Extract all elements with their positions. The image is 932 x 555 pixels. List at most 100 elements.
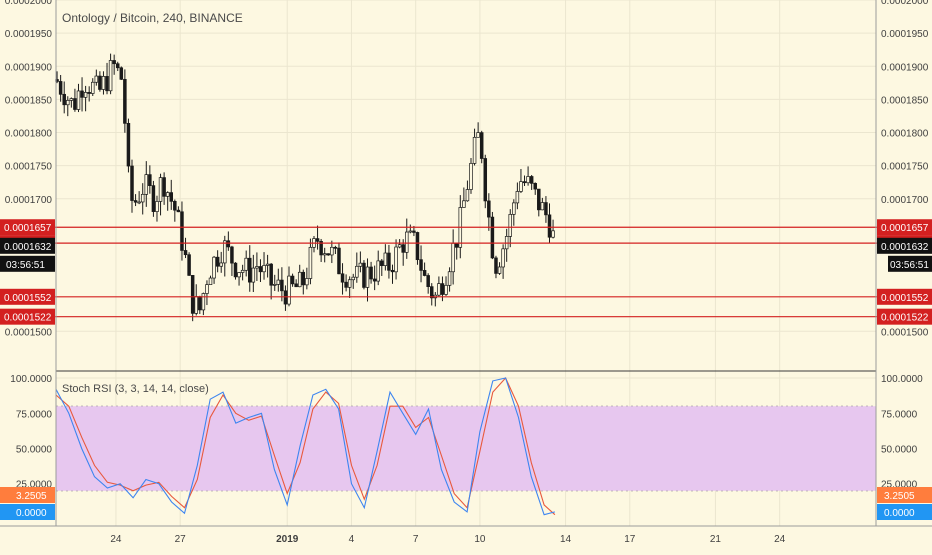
candle-body (512, 202, 516, 215)
candle-body (330, 246, 334, 256)
candle-body (144, 174, 149, 195)
level-tag-right (877, 219, 932, 236)
candle-body (155, 201, 159, 212)
candle-body (476, 132, 480, 138)
price-tick-label-left: 0.0001750 (5, 162, 53, 173)
candle-body (472, 136, 477, 164)
last-price-tag-right-text: 0.0001632 (881, 242, 929, 253)
candle-body (251, 267, 256, 283)
candle-body (187, 254, 191, 276)
candle-body (265, 263, 270, 266)
candle-body (255, 266, 259, 269)
candle-body (401, 244, 405, 253)
price-tick-label-right: 0.0001900 (881, 62, 929, 73)
rsi-tick-label-right: 25.0000 (881, 480, 918, 491)
candle-body (190, 275, 195, 314)
rsi-value-tag-left (0, 504, 55, 520)
candle-body (355, 265, 359, 278)
level-tag-left-text: 0.0001522 (4, 313, 52, 324)
price-tick-label-left: 0.0001900 (5, 62, 53, 73)
candle-body (83, 92, 88, 98)
candle-body (290, 275, 295, 285)
candle-body (301, 271, 306, 286)
candle-body (508, 214, 512, 237)
candle-body (233, 262, 238, 278)
price-tick-label-right: 0.0001950 (881, 29, 929, 40)
candle-body (158, 177, 163, 202)
price-tick-label-right: 0.0001800 (881, 129, 929, 140)
candle-body (105, 76, 109, 92)
price-tick-label-right: 0.0001850 (881, 95, 929, 106)
candle-body (280, 279, 284, 292)
candle-body (169, 192, 174, 202)
candle-body (515, 191, 520, 204)
level-tag-right-text: 0.0001552 (881, 293, 929, 304)
time-tick-label: 24 (110, 534, 122, 545)
level-tag-right-text: 0.0001522 (881, 313, 929, 324)
rsi-tick-label-left: 25.0000 (16, 480, 53, 491)
candle-body (483, 158, 488, 202)
level-tag-left-text: 0.0001552 (4, 293, 52, 304)
candle-body (454, 243, 459, 248)
candle-body (183, 250, 188, 256)
candle-body (429, 286, 434, 299)
level-tag-right (877, 288, 932, 305)
candle-body (87, 92, 91, 94)
candle-body (244, 257, 248, 271)
candle-body (73, 98, 77, 110)
rsi-value-tag-left-text: 0.0000 (16, 508, 47, 519)
candle-body (297, 271, 302, 288)
rsi-value-tag-right-text: 3.2505 (884, 491, 915, 502)
rsi-tick-label-right: 75.0000 (881, 409, 918, 420)
time-tick-label: 24 (774, 534, 786, 545)
candle-body (76, 90, 81, 110)
candle-body (405, 231, 409, 253)
candle-body (101, 76, 106, 90)
last-price-tag-left-text: 0.0001632 (4, 242, 52, 253)
candle-body (444, 284, 448, 295)
candle-body (490, 216, 495, 259)
candle-body (98, 75, 102, 90)
rsi-value-tag-right-text: 0.0000 (884, 508, 915, 519)
candle-body (465, 189, 470, 202)
price-grid (56, 0, 876, 371)
candle-body (230, 246, 234, 264)
candle-body (462, 200, 466, 208)
rsi-tick-label-left: 50.0000 (16, 445, 53, 456)
time-tick-label: 27 (175, 534, 187, 545)
candle-body (133, 200, 138, 203)
candle-body (240, 269, 245, 273)
level-tag-left (0, 308, 55, 325)
candle-body (365, 266, 370, 288)
candle-body (351, 276, 355, 281)
price-tick-label-left: 0.0001950 (5, 29, 53, 40)
candle-body (305, 278, 309, 286)
countdown-right-text: 03:56:51 (890, 260, 929, 271)
candle-body (223, 240, 227, 264)
candle-body (165, 192, 170, 197)
price-tags: 0.00016570.00016570.00016330.00016330.00… (0, 219, 932, 520)
candle-body (294, 283, 298, 288)
candle-body (380, 260, 384, 266)
time-tick-label: 14 (560, 534, 572, 545)
price-tick-label-right: 0.0002000 (881, 0, 929, 7)
candle-body (62, 93, 66, 106)
candle-body (208, 277, 213, 285)
candle-body (408, 230, 413, 233)
candle-body (540, 202, 545, 211)
time-tick-label: 4 (349, 534, 355, 545)
candle-body (272, 283, 277, 286)
candle-body (91, 81, 95, 94)
candle-body (287, 275, 291, 305)
candle-body (422, 270, 427, 276)
candle-body (497, 266, 502, 274)
candle-body (269, 263, 273, 286)
candle-body (337, 247, 341, 275)
candle-body (69, 98, 74, 101)
rsi-tick-label-left: 75.0000 (16, 409, 53, 420)
candle-body (415, 232, 420, 261)
rsi-tick-label-left: 100.0000 (10, 374, 52, 385)
price-tick-label-left: 0.0002000 (5, 0, 53, 7)
